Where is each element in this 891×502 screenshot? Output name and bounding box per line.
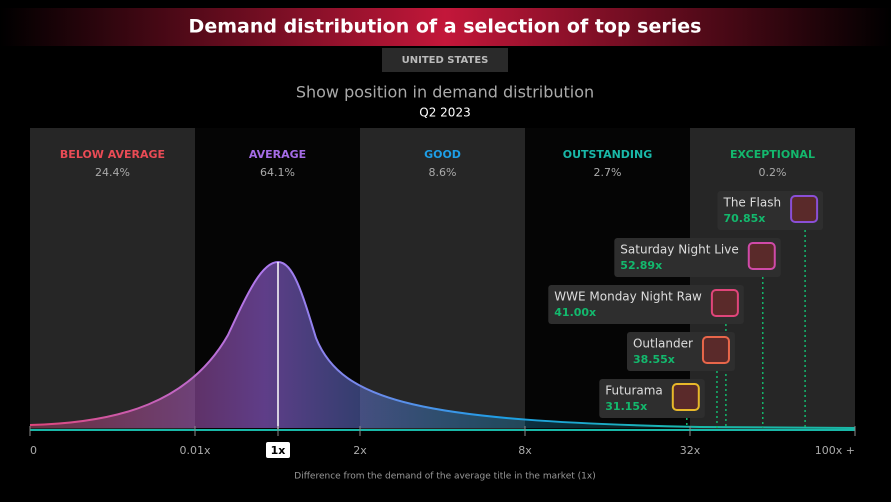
band-label: BELOW AVERAGE [60,148,165,161]
show-icon [710,289,739,317]
x-tick-label: 0 [30,444,37,457]
show-card: Saturday Night Live 52.89x [614,238,781,277]
band-label: AVERAGE [249,148,306,161]
x-tick-box [266,442,290,458]
band [690,128,855,430]
band-label: OUTSTANDING [563,148,653,161]
show-value: 41.00x [554,306,596,319]
subtitle: Show position in demand distribution [296,83,594,102]
band-share: 2.7% [594,166,622,179]
show-name: Saturday Night Live [620,243,738,257]
x-tick-label: 1x [271,444,286,457]
show-card: The Flash 70.85x [717,191,824,230]
show-card: WWE Monday Night Raw 41.00x [548,285,744,324]
show-name: The Flash [723,196,782,210]
title-banner [0,8,891,46]
x-tick-label: 32x [680,444,701,457]
x-axis-label: Difference from the demand of the averag… [294,472,595,482]
show-value: 52.89x [620,259,662,272]
show-icon [671,383,700,411]
band-share: 24.4% [95,166,130,179]
band-share: 64.1% [260,166,295,179]
x-tick-label: 0.01x [179,444,210,457]
show-box [548,285,744,324]
show-card: Futurama 31.15x [599,379,705,418]
distribution-area [30,262,855,428]
show-card: Outlander 38.55x [626,332,735,371]
band-label: GOOD [424,148,461,161]
region: UNITED STATES [402,55,489,66]
show-value: 31.15x [605,400,647,413]
region-box [382,48,508,72]
distribution-curve [29,260,856,429]
x-tick-label: 8x [518,444,532,457]
band-share: 0.2% [759,166,787,179]
show-name: WWE Monday Night Raw [554,290,702,304]
x-tick-label: 100x + [815,444,855,457]
plot: 0 0.01x 1x 2x 8x 32x 100x + The Flash 70.85x Satu… [29,191,856,458]
chart-title: Demand distribution of a selection of to… [189,16,702,38]
show-value: 38.55x [633,353,675,366]
show-icon [747,242,776,270]
band [360,128,525,430]
show-icon [701,336,730,364]
band [30,128,195,430]
show-value: 70.85x [724,212,766,225]
bands: BELOW AVERAGE 24.4% AVERAGE 64.1% GOOD 8.6% OU… [30,128,855,430]
show-name: Futurama [605,384,663,398]
band-label: EXCEPTIONAL [730,148,815,161]
period: Q2 2023 [419,106,470,120]
show-box [614,238,781,277]
band-share: 8.6% [429,166,457,179]
show-icon [790,195,819,223]
show-name: Outlander [633,337,693,351]
x-tick-label: 2x [353,444,367,457]
